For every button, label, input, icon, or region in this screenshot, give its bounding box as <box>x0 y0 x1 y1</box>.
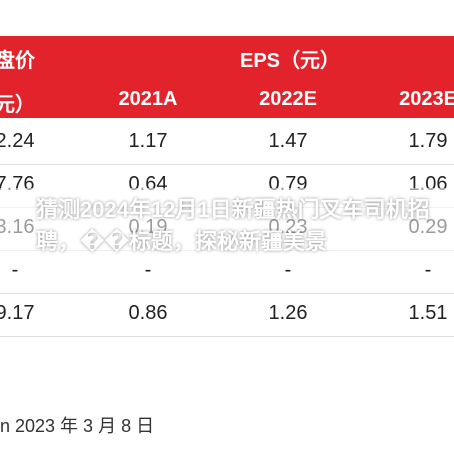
row-separator <box>0 336 454 337</box>
header-year: 2023E <box>399 88 454 110</box>
source-note: n 2023 年 3 月 8 日 <box>0 416 155 436</box>
table-cell: - <box>424 259 432 281</box>
header-label: 盘价 <box>0 50 35 72</box>
header-label: 元） <box>0 94 35 116</box>
table-header <box>0 36 454 118</box>
table-cell: 1.79 <box>408 130 448 152</box>
table-cell: - <box>284 259 292 281</box>
table-cell: 9.17 <box>0 302 35 324</box>
row-separator <box>0 293 454 294</box>
header-group: EPS（元） <box>239 50 341 72</box>
table-cell: 1.47 <box>268 130 308 152</box>
table-cell: 2.24 <box>0 130 35 152</box>
row-separator <box>0 164 454 165</box>
table-cell: 1.51 <box>408 302 448 324</box>
table-cell: 0.86 <box>128 302 168 324</box>
table-cell: - <box>144 259 152 281</box>
table-cell: 1.26 <box>268 302 308 324</box>
table-cell: - <box>11 259 19 281</box>
overlay-band <box>0 188 454 266</box>
header-year: 2022E <box>259 88 317 110</box>
table-cell: 1.17 <box>128 130 168 152</box>
overlay-title: 猜测2024年12月1日新疆热门叉车司机招聘，��标题，探秘新疆美景 <box>36 197 430 254</box>
header-year: 2021A <box>118 88 178 110</box>
